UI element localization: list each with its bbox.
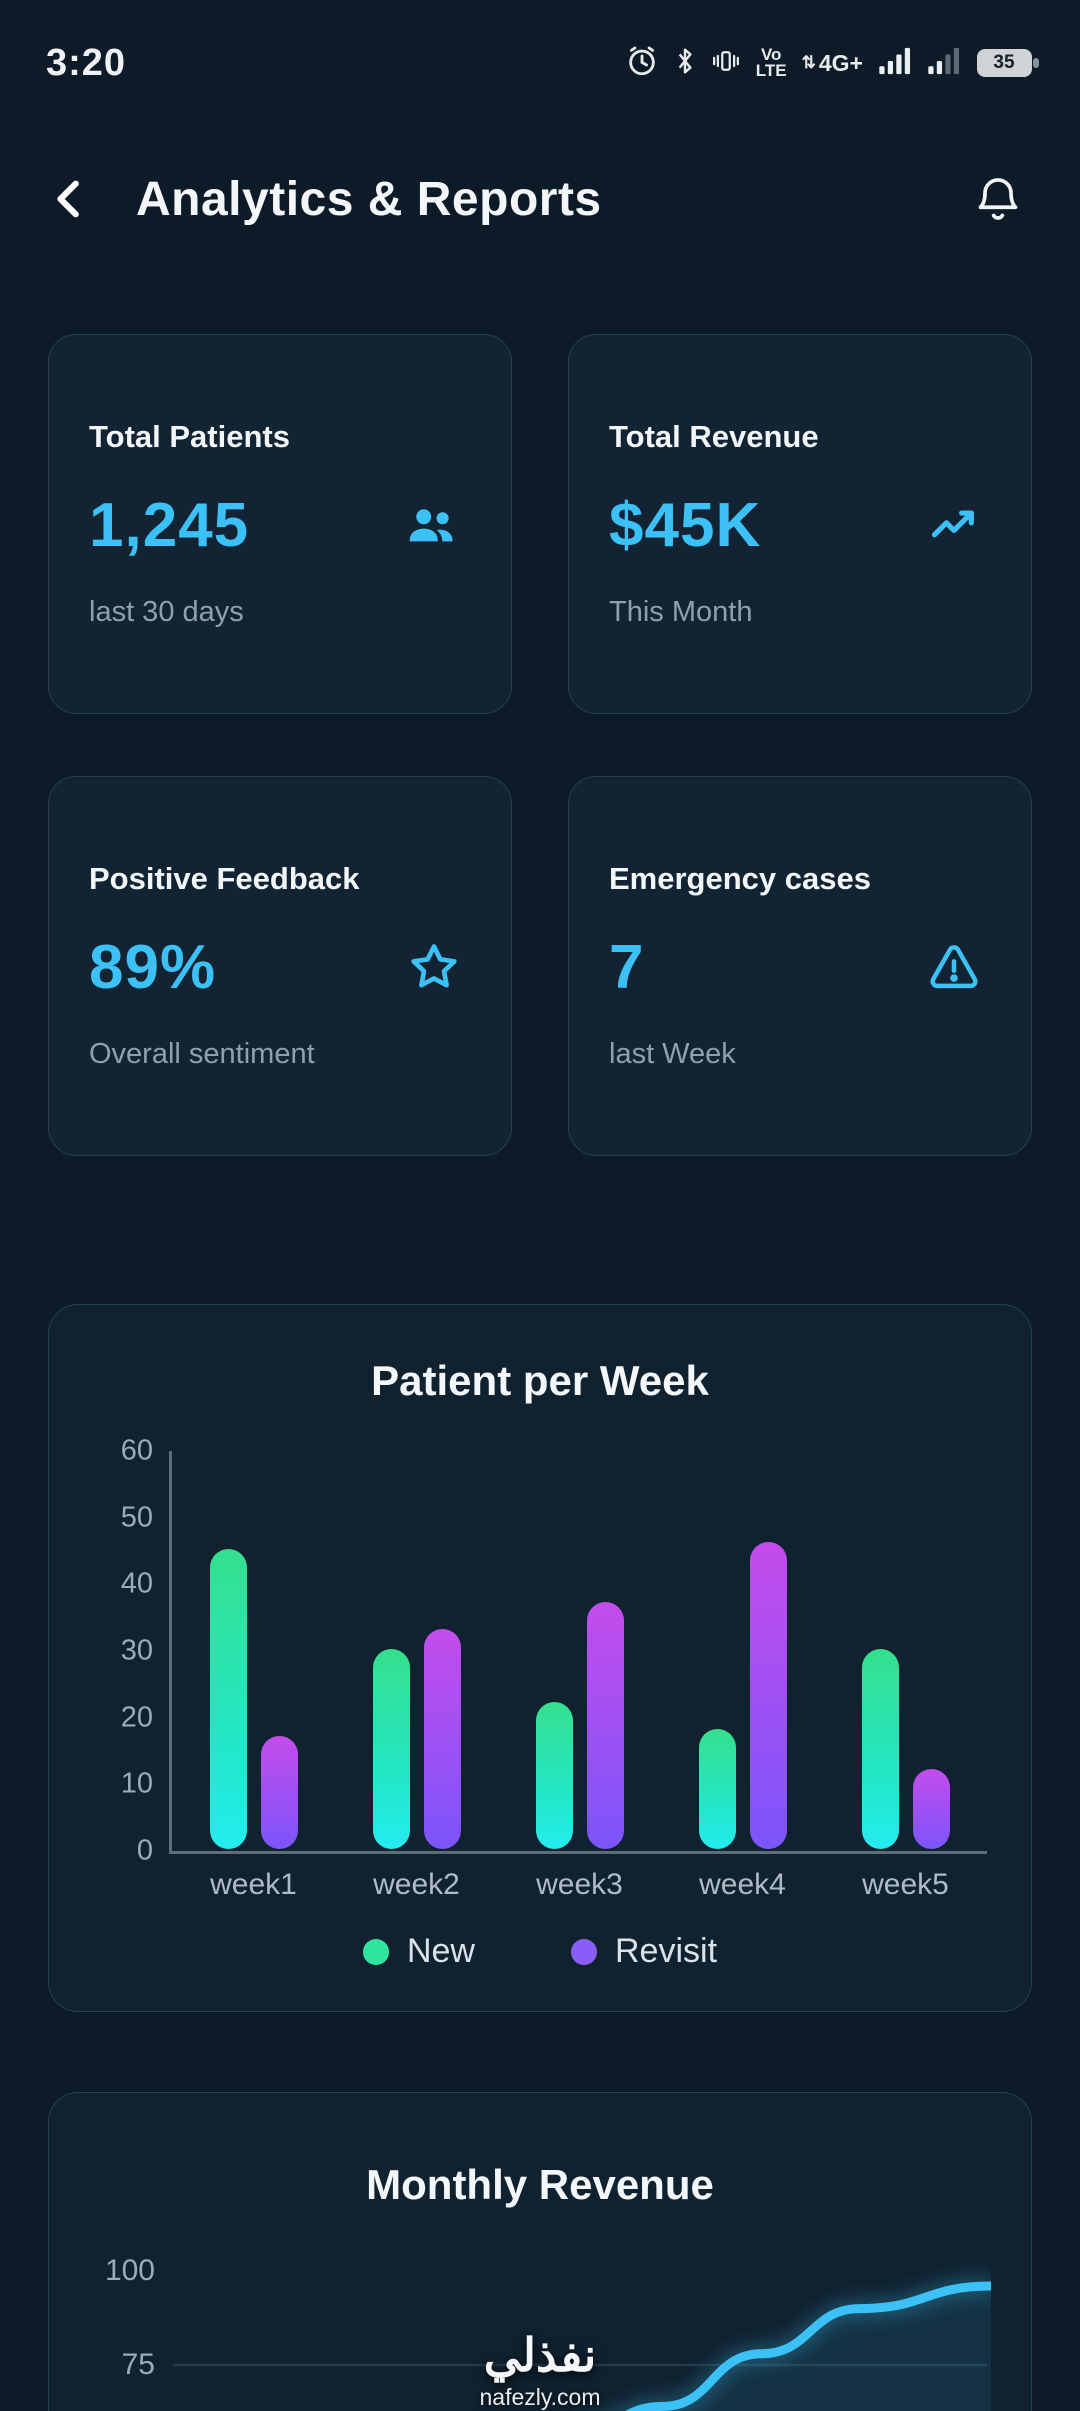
x-axis-label: week2 bbox=[373, 1868, 460, 1901]
bar-group-week4 bbox=[661, 1542, 824, 1851]
bar-x-labels: week1 week2 week3 week4 week5 bbox=[169, 1868, 987, 1902]
stat-card-positive-feedback: Positive Feedback 89% Overall sentiment bbox=[48, 776, 512, 1156]
legend-dot bbox=[571, 1938, 597, 1965]
status-bar: 3:20 Vo LTE ⇅ 4G+ bbox=[0, 0, 1080, 96]
bar-new-week5 bbox=[861, 1649, 899, 1849]
vibrate-icon bbox=[711, 45, 741, 82]
legend-dot bbox=[362, 1938, 389, 1965]
stat-subtitle: last Week bbox=[609, 1038, 736, 1070]
stat-subtitle: last 30 days bbox=[89, 596, 244, 628]
volte-line2: LTE bbox=[755, 61, 787, 80]
y-axis-label: 0 bbox=[136, 1834, 153, 1867]
trending-up-icon bbox=[931, 510, 974, 538]
legend-item-revisit: Revisit bbox=[571, 1932, 717, 1971]
revenue-line bbox=[624, 2281, 991, 2411]
network-4g-icon: ⇅ 4G+ bbox=[802, 50, 863, 77]
bar-chart: 0 10 20 30 40 50 60 week1 week2 week3 week4 week5 bbox=[89, 1435, 991, 1902]
app-header: Analytics & Reports bbox=[0, 162, 1080, 236]
stat-title: Total Revenue bbox=[609, 419, 819, 454]
patient-per-week-panel: Patient per Week 0 10 20 30 40 50 60 week1 week… bbox=[48, 1304, 1032, 2012]
bar-revisit-week1 bbox=[260, 1735, 298, 1849]
stat-title: Emergency cases bbox=[609, 861, 871, 896]
watermark-url: nafezly.com bbox=[479, 2384, 601, 2410]
bar-new-week4 bbox=[698, 1729, 736, 1849]
revenue-chart: 100 75 bbox=[89, 2219, 991, 2411]
x-axis-label: week5 bbox=[862, 1868, 949, 1901]
revenue-y-axis: 100 75 bbox=[89, 2219, 171, 2411]
people-icon bbox=[409, 509, 453, 542]
x-axis-label: week4 bbox=[699, 1868, 786, 1901]
bluetooth-icon bbox=[674, 45, 696, 82]
legend-item-new: New bbox=[362, 1932, 475, 1971]
stat-title: Positive Feedback bbox=[89, 861, 360, 896]
bar-chart-title: Patient per Week bbox=[371, 1357, 709, 1404]
network-label: 4G+ bbox=[818, 49, 863, 76]
line-chart-title: Monthly Revenue bbox=[366, 2161, 714, 2208]
back-icon bbox=[57, 180, 79, 218]
status-icons: Vo LTE ⇅ 4G+ 35 bbox=[625, 44, 1040, 83]
watermark: نفذلي nafezly.com bbox=[0, 2328, 1080, 2411]
bar-new-week1 bbox=[209, 1549, 247, 1849]
stat-subtitle: This Month bbox=[609, 596, 753, 628]
y-axis-label: 60 bbox=[120, 1434, 153, 1467]
y-axis-label: 40 bbox=[120, 1567, 153, 1600]
y-axis-label: 50 bbox=[120, 1501, 153, 1534]
clock-time: 3:20 bbox=[46, 41, 127, 84]
legend-label: New bbox=[406, 1932, 475, 1970]
stat-card-total-patients: Total Patients 1,245 last 30 days bbox=[48, 334, 512, 714]
stat-value: 1,245 bbox=[89, 490, 250, 560]
bar-revisit-week2 bbox=[423, 1629, 461, 1849]
bar-y-axis: 0 10 20 30 40 50 60 bbox=[93, 1435, 169, 1867]
signal-secondary-icon bbox=[927, 45, 961, 82]
signal-icon bbox=[878, 45, 912, 82]
monthly-revenue-panel: Monthly Revenue 100 75 bbox=[48, 2092, 1032, 2411]
stat-card-emergency-cases: Emergency cases 7 last Week bbox=[568, 776, 1032, 1156]
revenue-plot bbox=[171, 2219, 991, 2411]
back-button[interactable] bbox=[42, 167, 98, 231]
y-tick-100: 100 bbox=[104, 2254, 155, 2287]
battery-icon: 35 bbox=[976, 47, 1040, 79]
stat-subtitle: Overall sentiment bbox=[89, 1038, 315, 1070]
x-axis-label: week3 bbox=[536, 1868, 623, 1901]
legend-label: Revisit bbox=[615, 1932, 718, 1970]
bar-group-week2 bbox=[335, 1629, 498, 1851]
stat-value: 7 bbox=[609, 932, 645, 1002]
bar-revisit-week3 bbox=[586, 1602, 624, 1849]
stat-value: $45K bbox=[609, 490, 762, 560]
y-axis-label: 20 bbox=[120, 1701, 153, 1734]
page-title: Analytics & Reports bbox=[136, 172, 602, 226]
bar-revisit-week4 bbox=[749, 1542, 787, 1849]
stat-value: 89% bbox=[89, 932, 217, 1002]
warning-icon bbox=[930, 945, 978, 989]
bar-plot bbox=[169, 1451, 987, 1854]
bar-group-week1 bbox=[172, 1549, 335, 1851]
bell-icon bbox=[978, 178, 1018, 220]
stats-grid: Total Patients 1,245 last 30 days Total … bbox=[0, 236, 1080, 1156]
bar-new-week3 bbox=[535, 1702, 573, 1849]
revenue-area bbox=[635, 2286, 991, 2411]
bar-new-week2 bbox=[372, 1649, 410, 1849]
battery-level: 35 bbox=[993, 52, 1015, 73]
bar-legend: New Revisit bbox=[89, 1932, 991, 1971]
y-tick-75: 75 bbox=[121, 2348, 155, 2381]
alarm-icon bbox=[625, 44, 659, 83]
watermark-arabic: نفذلي bbox=[483, 2329, 597, 2381]
volte-line1: Vo bbox=[760, 45, 782, 64]
y-axis-label: 10 bbox=[120, 1767, 153, 1800]
y-axis-label: 30 bbox=[120, 1634, 153, 1667]
x-axis-label: week1 bbox=[210, 1868, 297, 1901]
stat-card-total-revenue: Total Revenue $45K This Month bbox=[568, 334, 1032, 714]
volte-badge: Vo LTE bbox=[755, 45, 787, 80]
data-arrows-icon: ⇅ bbox=[801, 53, 816, 72]
notifications-button[interactable] bbox=[968, 169, 1028, 229]
stat-title: Total Patients bbox=[89, 419, 290, 454]
bar-revisit-week5 bbox=[912, 1769, 950, 1849]
bar-group-week3 bbox=[498, 1602, 661, 1851]
bar-group-week5 bbox=[824, 1649, 987, 1851]
star-icon bbox=[411, 944, 457, 988]
